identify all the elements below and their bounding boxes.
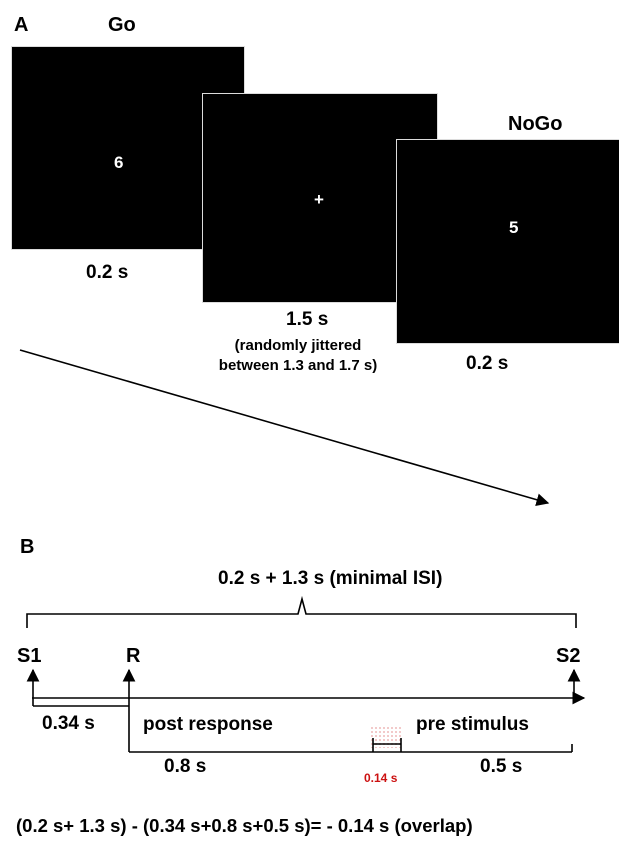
overlap-equation: (0.2 s+ 1.3 s) - (0.34 s+0.8 s+0.5 s)= -… xyxy=(16,815,473,836)
panel-a-letter: A xyxy=(14,14,29,36)
post-response-label: post response xyxy=(143,714,273,735)
brace-label: 0.2 s + 1.3 s (minimal ISI) xyxy=(218,568,443,589)
fixation-cross: + xyxy=(314,190,324,209)
go-stimulus: 6 xyxy=(114,153,124,172)
overlap-highlight xyxy=(370,726,402,748)
pre-stimulus-duration: 0.5 s xyxy=(480,756,523,777)
fixation-duration: 1.5 s xyxy=(286,309,329,330)
panel-b-letter: B xyxy=(20,536,35,558)
nogo-duration: 0.2 s xyxy=(466,353,509,374)
s2-label: S2 xyxy=(556,645,581,667)
nogo-stimulus: 5 xyxy=(509,218,519,237)
fixation-jitter-note: (randomly jittered between 1.3 and 1.7 s… xyxy=(208,336,388,376)
fixation-note-line1: (randomly jittered xyxy=(234,337,362,354)
fixation-note-line2: between 1.3 and 1.7 s) xyxy=(218,357,378,374)
overlap-label: 0.14 s xyxy=(364,771,398,785)
go-duration: 0.2 s xyxy=(86,262,129,283)
nogo-label: NoGo xyxy=(508,113,563,135)
s1-label: S1 xyxy=(17,645,42,667)
go-label: Go xyxy=(108,14,136,36)
time-arrow xyxy=(19,349,550,506)
isi-brace xyxy=(26,595,577,628)
pre-stimulus-label: pre stimulus xyxy=(416,714,529,735)
reaction-time-label: 0.34 s xyxy=(42,713,95,734)
post-response-duration: 0.8 s xyxy=(164,756,207,777)
nogo-screen: 5 xyxy=(396,139,619,344)
r-label: R xyxy=(126,645,141,667)
